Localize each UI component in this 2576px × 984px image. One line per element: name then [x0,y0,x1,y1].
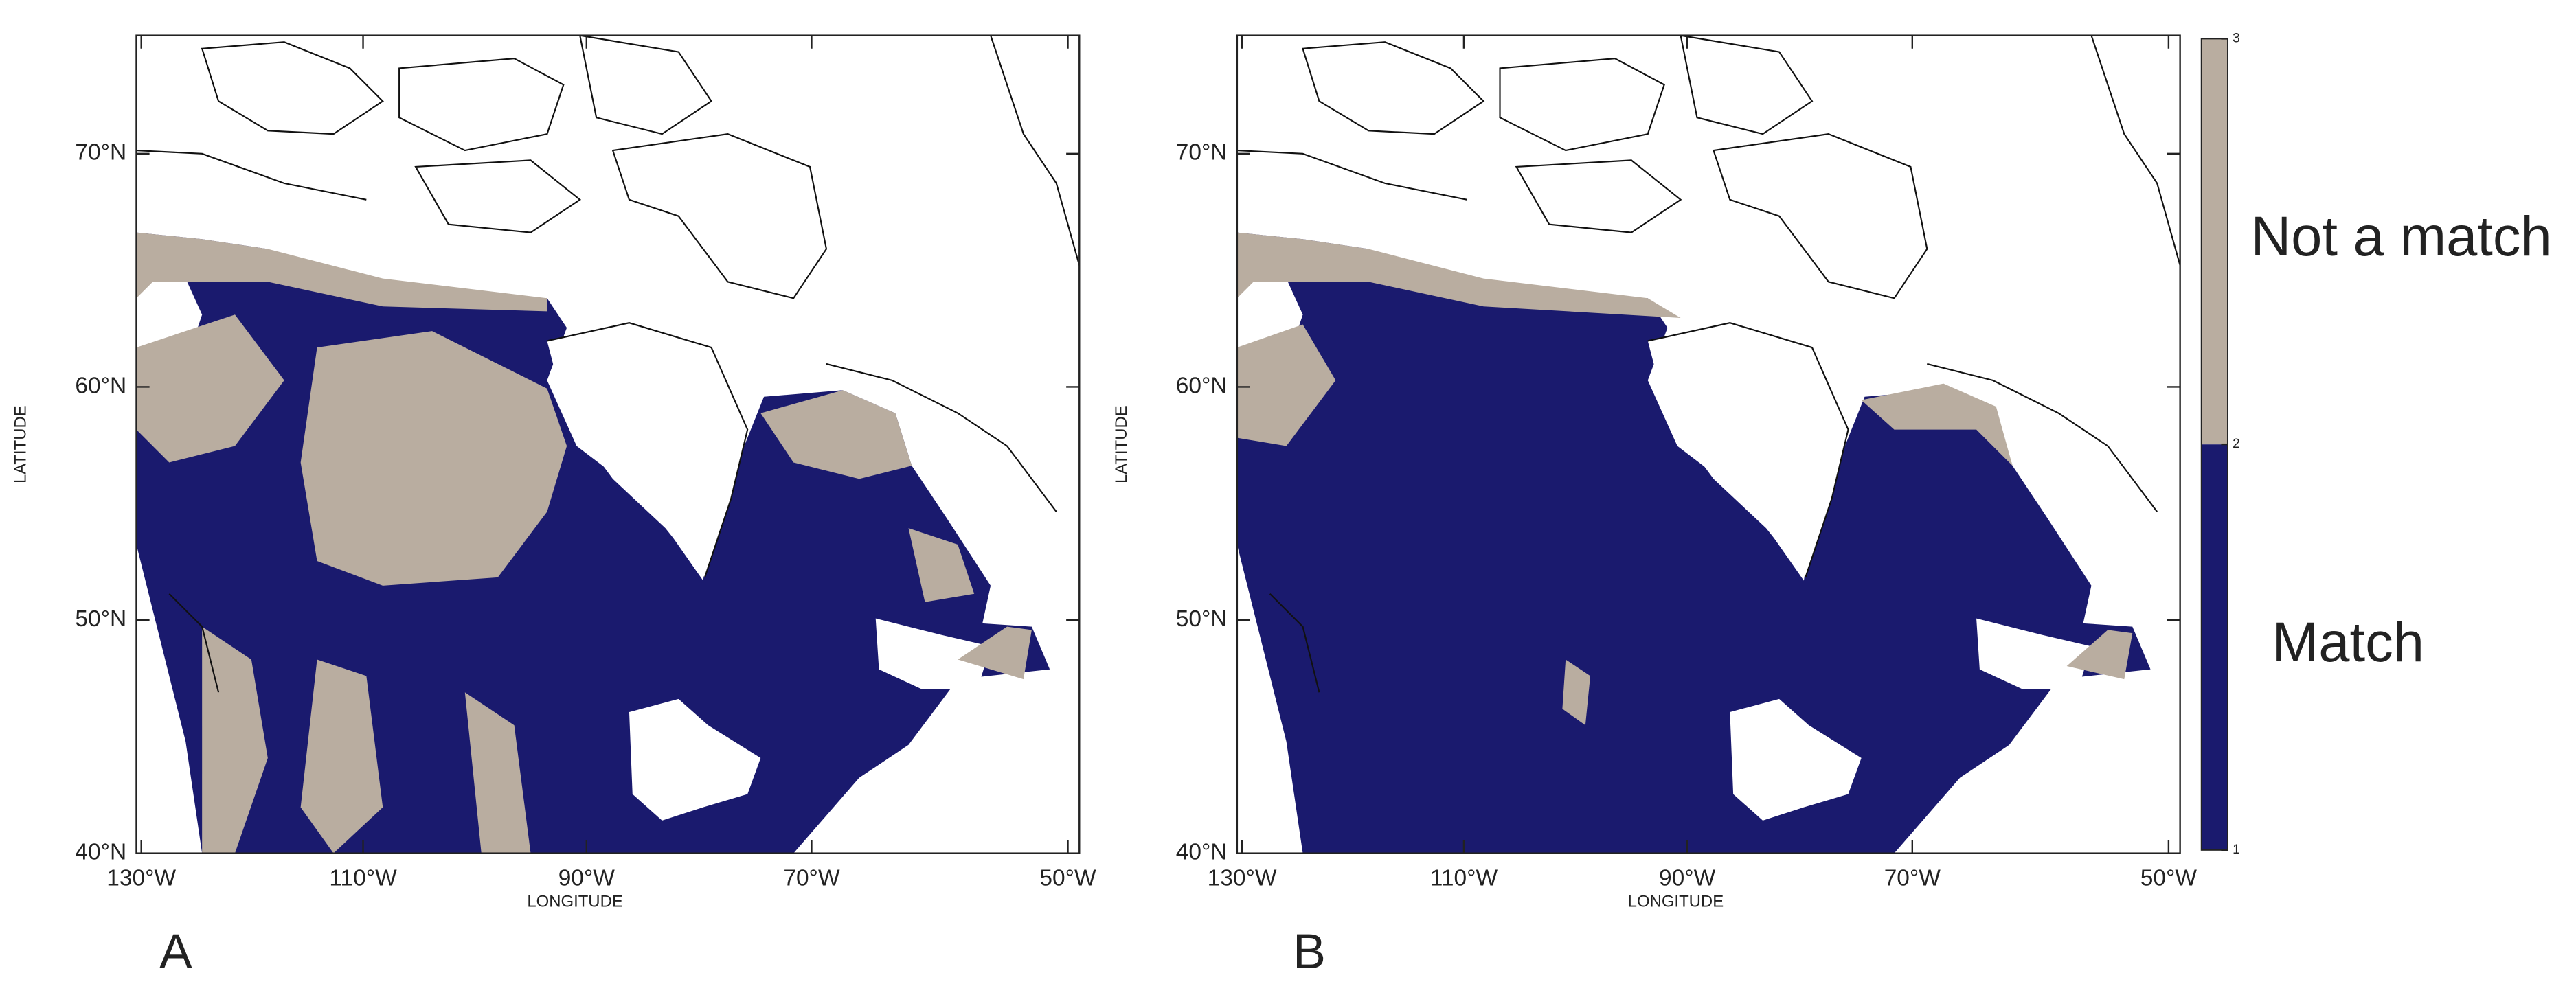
y-tick-label: 50°N [1176,606,1228,632]
x-axis-title: LONGITUDE [1628,893,1724,911]
y-tick-label: 40°N [1176,839,1228,865]
x-tick-label: 50°W [2140,866,2197,891]
x-tick-label: 110°W [1430,866,1498,891]
legend-label: Match [2272,611,2424,674]
y-tick-label: 70°N [1176,140,1228,165]
x-tick-label: 110°W [329,866,397,891]
x-tick-label: 70°W [783,866,840,891]
panel-label: A [159,924,192,979]
mismatch-area [136,232,1032,854]
x-axis-title: LONGITUDE [527,893,622,911]
y-tick-label: 40°N [75,839,126,865]
colorbar-segment [2201,444,2228,850]
map-panel: 130°W 110°W 90°W 70°W 50°W 40°N 50°N 60°N 70°N LO… [1112,34,2197,979]
colorbar-tick-label: 2 [2233,437,2240,451]
y-axis-title: LATITUDE [1112,405,1131,483]
x-tick-label: 90°W [1659,866,1716,891]
y-tick-label: 50°N [75,606,126,632]
x-tick-label: 70°W [1884,866,1941,891]
mismatch-area [1236,232,2133,726]
y-tick-label: 60°N [75,373,126,398]
colorbar-tick-label: 3 [2233,31,2240,45]
map-panel: 130°W 110°W 90°W 70°W 50°W 40°N 50°N 60°N 70°N LO… [11,34,1096,979]
legend-label: Not a match [2250,205,2551,268]
x-tick-label: 90°W [558,866,615,891]
plot-frame [135,34,1081,854]
x-tick-label: 130°W [106,866,176,891]
colorbar: 1 2 3 [2200,31,2240,857]
x-tick-label: 130°W [1208,866,1277,891]
panel-label: B [1293,924,1326,979]
y-axis-title: LATITUDE [11,405,30,483]
plot-frame [1236,34,2181,854]
y-tick-label: 70°N [75,140,126,165]
colorbar-segment [2201,38,2228,445]
x-tick-label: 50°W [1039,866,1096,891]
colorbar-tick-label: 1 [2233,843,2240,857]
y-tick-label: 60°N [1176,373,1228,398]
